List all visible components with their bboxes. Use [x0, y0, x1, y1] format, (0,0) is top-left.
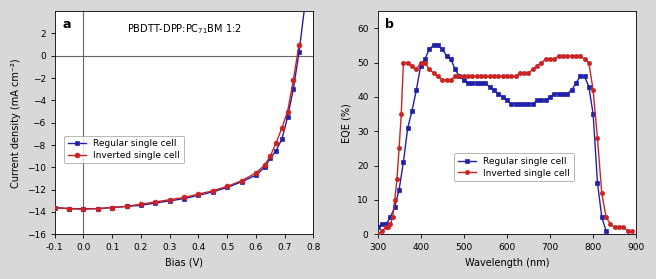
Inverted single cell: [374, 233, 382, 236]
Inverted single cell: [223, 185, 231, 188]
Regular single cell: [503, 99, 511, 102]
Inverted single cell: [260, 163, 268, 167]
Regular single cell: [283, 116, 291, 119]
Legend: Regular single cell, Inverted single cell: Regular single cell, Inverted single cel…: [455, 153, 574, 181]
Line: Regular single cell: Regular single cell: [375, 43, 608, 233]
Regular single cell: [464, 81, 472, 85]
Legend: Regular single cell, Inverted single cell: Regular single cell, Inverted single cel…: [64, 136, 184, 163]
Regular single cell: [180, 197, 188, 200]
Inverted single cell: [289, 79, 297, 82]
Regular single cell: [374, 226, 382, 229]
Inverted single cell: [209, 189, 216, 193]
Inverted single cell: [468, 75, 476, 78]
Regular single cell: [272, 149, 280, 152]
Regular single cell: [209, 190, 216, 194]
Regular single cell: [237, 180, 245, 184]
Inverted single cell: [79, 208, 87, 211]
Inverted single cell: [252, 171, 260, 175]
Inverted single cell: [94, 207, 102, 210]
Regular single cell: [152, 201, 159, 205]
Regular single cell: [123, 205, 131, 208]
Regular single cell: [295, 51, 303, 54]
Inverted single cell: [65, 207, 73, 210]
Inverted single cell: [266, 155, 274, 158]
Y-axis label: EQE (%): EQE (%): [341, 103, 352, 143]
Inverted single cell: [278, 127, 286, 130]
Regular single cell: [533, 99, 541, 102]
Regular single cell: [65, 207, 73, 210]
Regular single cell: [194, 194, 202, 197]
Inverted single cell: [283, 110, 291, 113]
Regular single cell: [413, 88, 420, 92]
Inverted single cell: [628, 229, 636, 232]
Inverted single cell: [123, 205, 131, 208]
Regular single cell: [266, 157, 274, 160]
X-axis label: Bias (V): Bias (V): [165, 258, 203, 268]
Regular single cell: [252, 174, 260, 177]
Text: a: a: [62, 18, 71, 31]
Inverted single cell: [272, 141, 280, 145]
Text: PBDTT-DPP:PC$_{71}$BM 1:2: PBDTT-DPP:PC$_{71}$BM 1:2: [127, 22, 242, 36]
Line: Inverted single cell: Inverted single cell: [375, 54, 634, 236]
Inverted single cell: [507, 75, 515, 78]
Inverted single cell: [555, 54, 563, 57]
Regular single cell: [260, 166, 268, 169]
Inverted single cell: [166, 198, 174, 201]
Line: Inverted single cell: Inverted single cell: [52, 42, 302, 212]
Regular single cell: [512, 102, 520, 105]
Inverted single cell: [533, 64, 541, 68]
Inverted single cell: [490, 75, 498, 78]
Regular single cell: [79, 207, 87, 210]
Inverted single cell: [529, 68, 537, 71]
Inverted single cell: [137, 203, 145, 206]
Regular single cell: [94, 207, 102, 210]
Inverted single cell: [395, 147, 403, 150]
Regular single cell: [278, 138, 286, 141]
Inverted single cell: [108, 206, 116, 209]
Regular single cell: [516, 102, 523, 105]
Text: b: b: [385, 18, 394, 31]
Line: Regular single cell: Regular single cell: [52, 3, 307, 211]
Inverted single cell: [237, 179, 245, 182]
Regular single cell: [602, 229, 610, 232]
Regular single cell: [301, 4, 309, 7]
Regular single cell: [289, 88, 297, 91]
Inverted single cell: [295, 43, 303, 46]
Regular single cell: [137, 204, 145, 207]
Regular single cell: [51, 206, 58, 209]
Regular single cell: [108, 206, 116, 209]
Inverted single cell: [51, 206, 58, 209]
Regular single cell: [166, 199, 174, 203]
Inverted single cell: [152, 200, 159, 204]
Y-axis label: Current density (mA cm⁻²): Current density (mA cm⁻²): [11, 58, 21, 187]
Inverted single cell: [180, 196, 188, 199]
Inverted single cell: [194, 193, 202, 196]
Regular single cell: [430, 44, 438, 47]
X-axis label: Wavelength (nm): Wavelength (nm): [464, 258, 549, 268]
Regular single cell: [223, 186, 231, 189]
